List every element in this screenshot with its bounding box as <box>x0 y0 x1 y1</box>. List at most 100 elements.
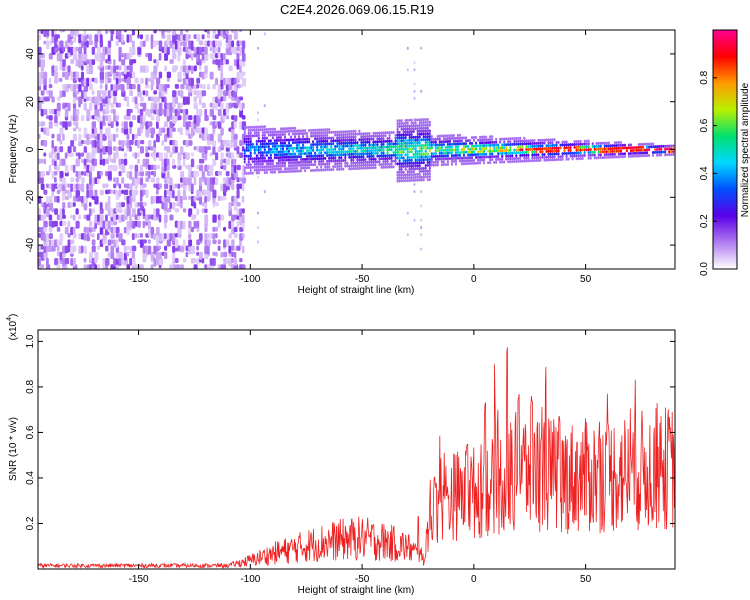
spectrogram-cell <box>324 139 327 143</box>
spectrogram-cell <box>517 145 520 149</box>
spectrogram-cell <box>342 136 345 140</box>
spectrogram-cell <box>485 144 488 148</box>
spectrogram-cell <box>118 158 122 166</box>
spectrogram-cell <box>651 142 655 146</box>
spectrogram-cell <box>424 140 427 144</box>
spectrogram-cell <box>480 147 484 151</box>
spectrogram-cell <box>59 139 63 145</box>
spectrogram-cell <box>131 251 135 259</box>
spectrogram-cell <box>585 145 588 149</box>
spectrogram-cell <box>320 148 323 152</box>
spectrogram-cell <box>633 146 637 150</box>
spectrogram-cell <box>257 118 260 122</box>
spectrogram-cell <box>123 226 127 234</box>
spectrogram-cell <box>139 146 144 154</box>
spectrogram-cell <box>105 245 109 252</box>
spectrogram-cell <box>352 164 355 168</box>
spectrogram-cell <box>573 143 576 147</box>
spectrogram-cell <box>247 125 250 129</box>
spectrogram-cell <box>198 177 202 187</box>
spectrogram-cell <box>452 139 456 143</box>
spectrogram-cell <box>231 40 235 48</box>
spectrogram-cell <box>517 136 520 140</box>
spectrogram-cell <box>318 168 321 172</box>
spectrogram-cell <box>517 148 520 152</box>
spectrogram-cell <box>150 40 154 50</box>
spectrogram-cell <box>67 220 71 228</box>
spectrogram-cell <box>257 162 260 166</box>
spectrogram-cell <box>115 251 119 260</box>
spectrogram-cell <box>468 139 472 143</box>
spectrogram-cell <box>428 132 431 136</box>
spectrogram-cell <box>633 151 637 155</box>
spectrogram-cell <box>656 150 659 154</box>
spectrogram-cell <box>414 138 417 142</box>
spectrogram-cell <box>233 164 237 173</box>
spectrogram-cell <box>209 133 214 142</box>
spectrogram-cell <box>212 214 217 223</box>
spectrogram-cell <box>289 129 293 133</box>
spectrogram-cell <box>243 151 246 155</box>
spectrogram-cell <box>88 59 93 67</box>
spectrogram-cell <box>348 155 351 159</box>
spectrogram-cell <box>384 159 387 163</box>
spectrogram-cell <box>416 135 419 139</box>
spectrogram-cell <box>253 148 256 152</box>
spectrogram-cell <box>94 34 99 43</box>
spectrogram-cell <box>297 140 301 144</box>
spectrogram-cell <box>382 151 385 155</box>
spectrogram-cell <box>464 139 468 143</box>
spectrogram-cell <box>249 168 252 172</box>
spectrogram-cell <box>267 133 270 137</box>
spectrogram-cell <box>310 131 313 135</box>
spectrogram-cell <box>569 143 572 147</box>
spectrogram-cell <box>509 154 512 158</box>
spectrogram-cell <box>275 144 279 148</box>
spectrogram-cell <box>446 162 449 166</box>
spectrogram-cell <box>420 121 423 125</box>
spectrogram-cell <box>450 136 454 140</box>
spectrogram-cell <box>201 258 205 264</box>
spectrogram-cell <box>64 121 68 131</box>
spectrogram-cell <box>670 150 673 154</box>
spectrogram-cell <box>436 160 439 164</box>
spectrogram-cell <box>350 167 353 171</box>
spectrogram-cell <box>247 131 250 135</box>
spectrogram-cell <box>51 245 56 252</box>
spectrogram-cell <box>621 143 625 147</box>
spectrogram-cell <box>247 166 250 170</box>
spectrogram-cell <box>539 144 542 148</box>
spectrogram-cell <box>623 155 627 159</box>
spectrogram-cell <box>177 108 181 116</box>
spectrogram-cell <box>396 119 399 123</box>
spectrogram-cell <box>472 138 476 142</box>
spectrogram-cell <box>609 150 612 154</box>
spectrogram-cell <box>245 134 248 138</box>
spectrogram-cell <box>476 153 480 157</box>
spectrogram-cell <box>541 150 544 154</box>
spectrogram-cell <box>328 136 331 140</box>
spectrogram-cell <box>281 150 285 154</box>
spectrogram-cell <box>107 171 112 180</box>
spectrogram-cell <box>231 239 235 247</box>
spectrogram-cell <box>134 133 138 139</box>
spectrogram-cell <box>86 189 90 199</box>
spectrogram-cell <box>346 150 349 154</box>
spectrogram-cell <box>466 150 470 154</box>
spectrogram-cell <box>448 134 452 138</box>
spectrogram-cell <box>599 144 602 148</box>
spectrogram-cell <box>434 137 437 141</box>
spectrogram-cell <box>326 159 329 163</box>
spectrogram-cell <box>196 84 200 89</box>
spectrogram-cell <box>247 154 250 158</box>
spectrogram-cell <box>54 177 57 183</box>
spectrogram-cell <box>418 178 421 182</box>
spectrogram-cell <box>400 144 403 148</box>
spectrogram-cell <box>549 155 552 159</box>
spectrogram-cell <box>493 149 496 153</box>
spectrogram-cell <box>150 195 154 205</box>
spectrogram-cell <box>193 258 197 264</box>
spectrogram-cell <box>416 124 419 128</box>
spectrogram-cell <box>392 153 395 157</box>
spectrogram-cell <box>137 139 140 149</box>
